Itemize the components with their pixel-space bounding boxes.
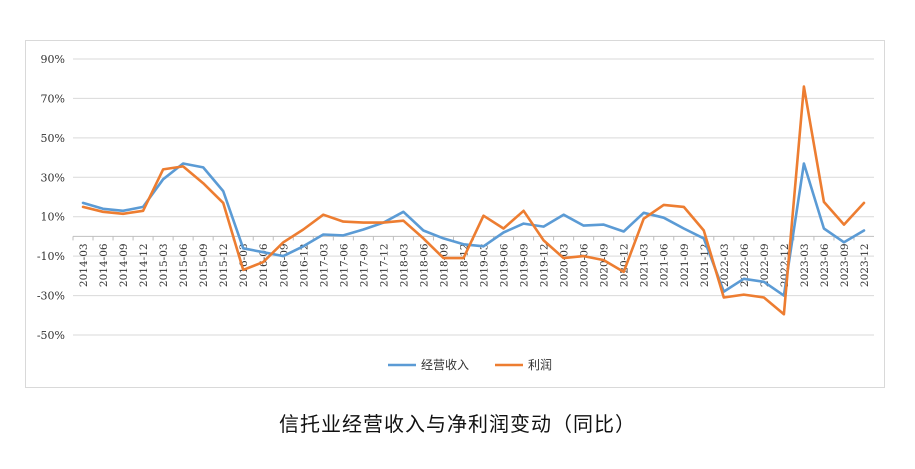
x-tick-label: 2023-03 — [799, 243, 811, 287]
x-tick-label: 2014-12 — [138, 243, 150, 287]
y-tick-label: -10% — [37, 250, 65, 263]
chart-title: 信托业经营收入与净利润变动（同比） — [279, 412, 636, 436]
x-tick-label: 2019-06 — [499, 243, 511, 287]
x-tick-label: 2017-12 — [378, 243, 390, 287]
x-tick-label: 2020-12 — [619, 243, 631, 287]
x-tick-label: 2015-09 — [198, 243, 210, 287]
y-tick-label: 70% — [41, 92, 65, 105]
x-tick-label: 2016-03 — [238, 243, 250, 287]
y-axis-ticks: 90% 70% 50% 30% 10% -10% -30% -50% — [37, 53, 65, 342]
x-tick-label: 2020-09 — [599, 243, 611, 287]
legend-label-2: 利润 — [528, 358, 552, 372]
line-chart: 90%70%50%30%10%-10%-30%-50% 2014-03 2014-… — [37, 53, 874, 372]
y-tick-label: 30% — [41, 171, 65, 184]
x-tick-label: 2020-06 — [579, 243, 591, 287]
x-tick-label: 2018-06 — [418, 243, 430, 287]
x-tick-label: 2022-09 — [759, 243, 771, 287]
x-tick-label: 2015-06 — [178, 243, 190, 287]
legend: 经营收入 利润 — [388, 358, 552, 372]
legend-label-1: 经营收入 — [421, 358, 469, 372]
y-tick-label: 90% — [41, 53, 65, 66]
y-tick-label: 10% — [41, 211, 65, 224]
x-tick-label: 2016-09 — [278, 243, 290, 287]
x-axis-ticks: 2014-03 2014-06 2014-09 2014-12 2015-03 2015-… — [78, 243, 871, 287]
x-tick-label: 2021-09 — [679, 243, 691, 287]
x-tick-label: 2019-12 — [539, 243, 551, 287]
x-tick-label: 2015-03 — [158, 243, 170, 287]
x-tick-label: 2019-03 — [479, 243, 491, 287]
y-tick-label: -30% — [37, 290, 65, 303]
series-lines — [81, 85, 866, 316]
x-tick-label: 2023-09 — [839, 243, 851, 287]
x-tick-label: 2018-09 — [438, 243, 450, 287]
x-tick-label: 2022-06 — [739, 243, 751, 287]
gridlines — [73, 58, 874, 336]
x-tick-label: 2017-03 — [318, 243, 330, 287]
x-tick-label: 2014-03 — [78, 243, 90, 287]
x-tick-label: 2017-09 — [358, 243, 370, 287]
x-tick-label: 2021-03 — [639, 243, 651, 287]
x-tick-label: 2014-06 — [98, 243, 110, 287]
x-tick-label: 2016-12 — [298, 243, 310, 287]
x-tick-label: 2021-06 — [659, 243, 671, 287]
series-line-2 — [81, 85, 866, 316]
x-tick-label: 2022-03 — [719, 243, 731, 287]
x-tick-label: 2018-12 — [458, 243, 470, 287]
series-line-1 — [81, 162, 866, 297]
x-tick-label: 2021-12 — [699, 243, 711, 287]
x-tick-label: 2019-09 — [519, 243, 531, 287]
y-tick-label: -50% — [37, 329, 65, 342]
x-tick-label: 2017-06 — [338, 243, 350, 287]
x-tick-label: 2016-06 — [258, 243, 270, 287]
y-tick-label: 50% — [41, 132, 65, 145]
x-tick-label: 2015-12 — [218, 243, 230, 287]
x-tick-label: 2023-06 — [819, 243, 831, 287]
x-tick-label: 2018-03 — [398, 243, 410, 287]
x-tick-label: 2023-12 — [859, 243, 871, 287]
x-tick-label: 2014-09 — [118, 243, 130, 287]
chart-frame: 90% 70% 50% 30% 10% -10% -30% -50% 2014-03 2014-… — [25, 40, 885, 388]
x-tick-label: 2020-03 — [559, 243, 571, 287]
